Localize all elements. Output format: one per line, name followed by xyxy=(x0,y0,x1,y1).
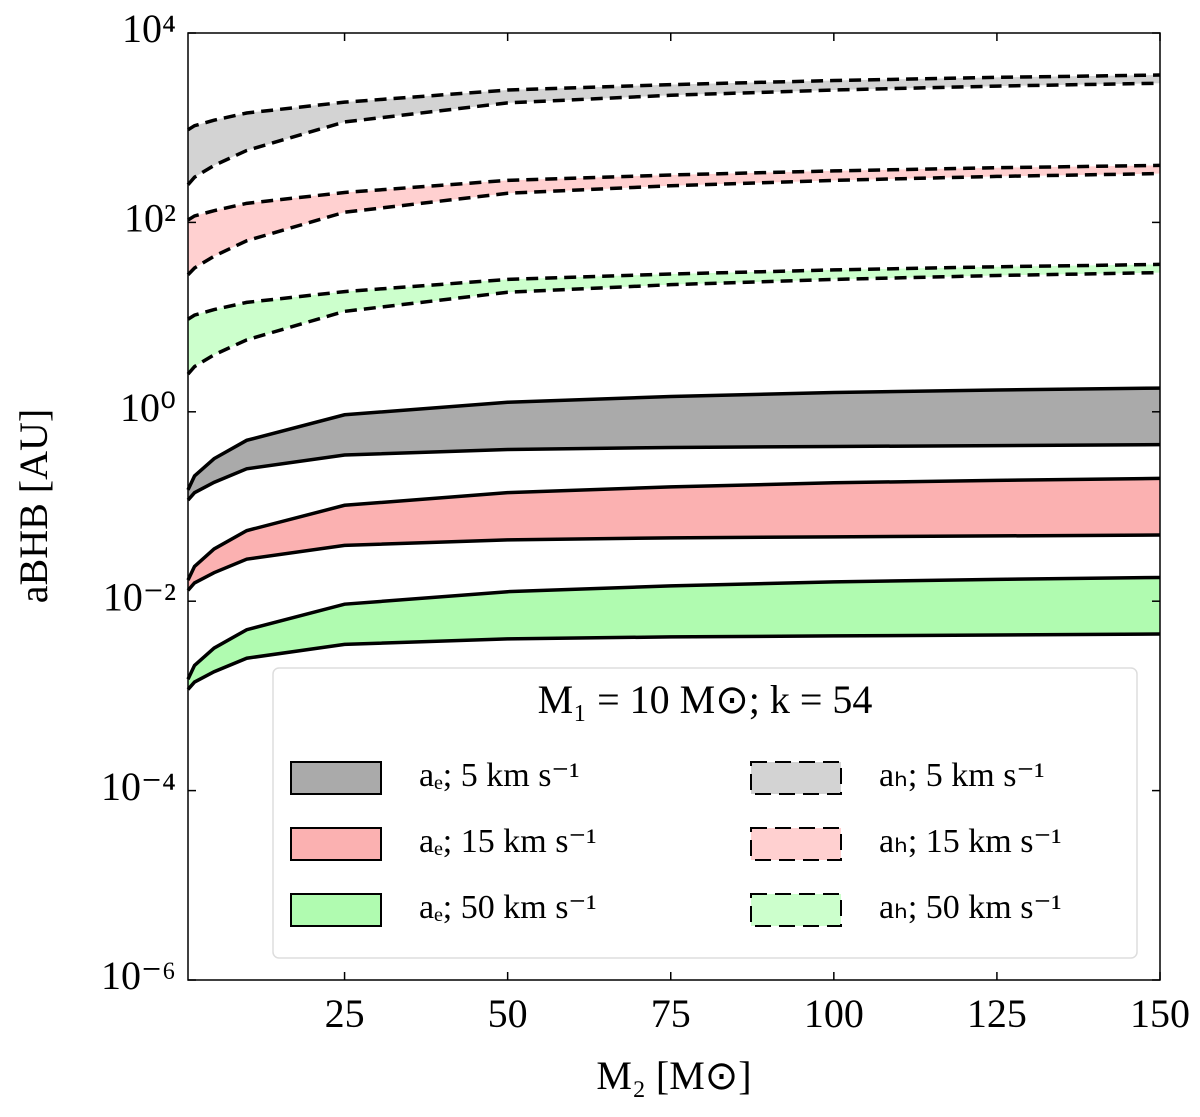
plot-frame xyxy=(187,32,1161,981)
x-axis-label: M₂ [M⊙] xyxy=(596,1053,751,1098)
legend-swatch xyxy=(750,761,842,795)
band-fill xyxy=(188,577,1160,690)
band-edge xyxy=(187,163,1161,222)
band-edge xyxy=(186,442,1161,502)
band-fill xyxy=(188,478,1160,591)
x-tick-label: 150 xyxy=(1130,991,1190,1036)
band-fill xyxy=(188,388,1160,501)
band-edge xyxy=(186,171,1161,276)
x-tick-label: 25 xyxy=(325,991,365,1036)
band-edge xyxy=(187,73,1161,132)
y-tick-label: 10⁻⁴ xyxy=(101,764,176,809)
band-fill xyxy=(188,75,1160,185)
band-edge xyxy=(186,81,1161,186)
y-tick-label: 10⁻² xyxy=(103,574,176,619)
y-tick-label: 10⁻⁶ xyxy=(101,953,176,998)
y-axis-label: aBHB [AU] xyxy=(11,409,56,603)
y-tick-label: 10⁴ xyxy=(122,6,176,51)
legend-label: aₕ; 5 km s⁻¹ xyxy=(879,757,1045,794)
band-edge xyxy=(186,632,1161,691)
legend-label: aₕ; 50 km s⁻¹ xyxy=(879,889,1062,926)
legend-swatch xyxy=(750,893,842,927)
x-tick-label: 125 xyxy=(967,991,1027,1036)
band-edge xyxy=(186,270,1161,376)
legend-label: aₕ; 15 km s⁻¹ xyxy=(879,823,1062,860)
y-tick-label: 10² xyxy=(124,196,176,241)
x-tick-label: 100 xyxy=(804,991,864,1036)
y-tick-label: 10⁰ xyxy=(120,385,176,430)
band-fill xyxy=(188,165,1160,275)
legend-label: aₑ; 15 km s⁻¹ xyxy=(419,823,597,860)
legend-swatch xyxy=(750,827,842,861)
legend-title: M₁ = 10 M⊙; k = 54 xyxy=(538,677,873,722)
x-tick-label: 50 xyxy=(488,991,528,1036)
band-edge xyxy=(186,476,1161,581)
legend-swatch xyxy=(290,827,382,861)
legend-box xyxy=(272,667,1138,959)
legend-label: aₑ; 50 km s⁻¹ xyxy=(419,889,597,926)
band-edge xyxy=(186,386,1161,491)
band-edge xyxy=(186,533,1161,592)
legend-swatch xyxy=(290,761,382,795)
band-edge xyxy=(186,575,1161,680)
x-tick-label: 75 xyxy=(651,991,691,1036)
legend-label: aₑ; 5 km s⁻¹ xyxy=(419,757,580,794)
band-edge xyxy=(187,262,1161,321)
band-fill xyxy=(188,264,1160,375)
legend: M₁ = 10 M⊙; k = 54 aₑ; 5 km s⁻¹ aₑ; 15 km … xyxy=(272,667,1138,959)
legend-swatch xyxy=(290,893,382,927)
